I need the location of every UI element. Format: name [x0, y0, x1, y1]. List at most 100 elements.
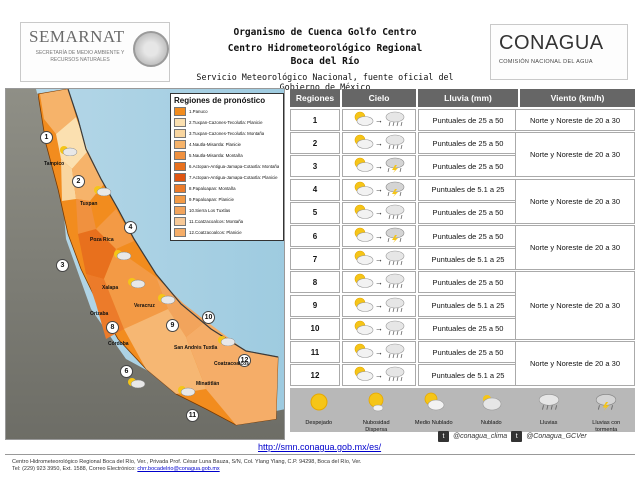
wind-forecast: Norte y Noreste de 20 a 30 — [515, 132, 635, 178]
sky-condition: → — [342, 341, 416, 363]
legend-item: 2.Tuxpan-Cazones-Tecolutla: Planicie — [174, 118, 280, 127]
icon-legend-item: Despejado — [295, 391, 343, 427]
region-number: 1 — [290, 109, 340, 131]
legend-swatch — [174, 217, 186, 226]
city-label-orizaba: Orizaba — [90, 311, 109, 317]
rain-amount: Puntuales de 25 a 50 — [418, 155, 518, 178]
city-label-xalapa: Xalapa — [102, 285, 119, 291]
map-weather-icon — [178, 386, 196, 396]
sun-cloud-icon — [352, 343, 374, 361]
rain-amount: Puntuales de 25 a 50 — [418, 225, 518, 247]
arrow-right-icon: → — [375, 277, 383, 287]
rain-icon — [384, 250, 406, 268]
rain-amount: Puntuales de 25 a 50 — [418, 132, 518, 155]
sun-cloud-icon — [352, 273, 374, 291]
wind-forecast: Norte y Noreste de 20 a 30 — [515, 271, 635, 340]
icon-legend-label: Medio Nublado — [414, 420, 453, 426]
legend-label: 2.Tuxpan-Cazones-Tecolutla: Planicie — [189, 120, 263, 125]
footer-address: Centro Hidrometeorológico Regional Boca … — [12, 459, 362, 465]
legend-item: 4.Nautla-Misantla: Planicie — [174, 140, 280, 149]
title-smn: Servicio Meteorológico Nacional, fuente … — [196, 72, 454, 92]
sun-cloud-icon — [352, 181, 374, 199]
sky-condition: → — [342, 271, 416, 294]
table-row: 10 → Puntuales de 25 a 50 — [290, 317, 518, 340]
legend-item: 3.Tuxpan-Cazones-Tecolutla: Montaña — [174, 129, 280, 138]
arrow-right-icon: → — [375, 347, 383, 357]
rain-amount: Puntuales de 5.1 a 25 — [418, 294, 518, 317]
semarnat-name: SEMARNAT — [29, 27, 125, 46]
legend-label: 5.Nautla-Misantla: Montaña — [189, 153, 243, 158]
region-number: 11 — [290, 341, 340, 363]
icon-legend-item: Medio Nublado — [410, 391, 458, 427]
region-marker-4: 4 — [124, 221, 137, 234]
sun-cloud-icon — [352, 227, 374, 245]
arrow-right-icon: → — [375, 138, 383, 148]
region-number: 2 — [290, 132, 340, 155]
region-number: 3 — [290, 155, 340, 178]
wind-forecast: Norte y Noreste de 20 a 30 — [515, 225, 635, 271]
rain-amount: Puntuales de 25 a 50 — [418, 317, 518, 340]
region-marker-10: 10 — [202, 311, 215, 324]
legend-label: 9.Papaloapan: Planicie — [189, 197, 234, 202]
legend-label: 3.Tuxpan-Cazones-Tecolutla: Montaña — [189, 131, 265, 136]
forecast-table: Regiones Cielo Lluvia (mm) Viento (km/h)… — [290, 89, 635, 387]
rain-icon — [384, 204, 406, 222]
legend-label: 4.Nautla-Misantla: Planicie — [189, 142, 241, 147]
twitter-handle-gcver[interactable]: @Conagua_GCVer — [526, 433, 587, 440]
rain-icon — [384, 111, 406, 129]
region-marker-3: 3 — [56, 259, 69, 272]
region-marker-6: 6 — [120, 365, 133, 378]
map-weather-icon — [60, 146, 78, 156]
city-label-san-andres-tuxtla: San Andrés Tuxtla — [174, 345, 218, 351]
title-boca-del-rio: Boca del Río — [290, 56, 360, 67]
region-6-shape — [78, 229, 116, 279]
table-row: 4 → Puntuales de 5.1 a 25 — [290, 178, 518, 201]
cloud-icon — [479, 391, 503, 418]
rain-icon — [384, 297, 406, 315]
footer-email-link[interactable]: chrr.bocadelrio@conagua.gob.mx — [137, 466, 220, 472]
sky-condition: → — [342, 225, 416, 247]
region-1-shape — [40, 89, 76, 134]
legend-swatch — [174, 184, 186, 193]
legend-item: 9.Papaloapan: Planicie — [174, 195, 280, 204]
icon-legend-label: Lluvias — [540, 420, 558, 426]
arrow-right-icon: → — [375, 370, 383, 380]
legend-swatch — [174, 151, 186, 160]
rain-amount: Puntuales de 5.1 a 25 — [418, 364, 518, 387]
twitter-handle-clima[interactable]: @conagua_clima — [453, 433, 508, 440]
region-2-shape — [56, 117, 88, 169]
sun-cloud-icon — [352, 157, 374, 175]
social-handles: t @conagua_clima t @Conagua_GCVer — [438, 431, 587, 442]
legend-label: 8.Papaloapan: Montaña — [189, 186, 236, 191]
region-number: 8 — [290, 271, 340, 294]
region-number: 9 — [290, 294, 340, 317]
icon-legend-label: Nublado — [480, 420, 502, 426]
regions-map: Regiones de pronóstico 1.Panuco 2.Tuxpan-… — [5, 88, 285, 440]
map-weather-icon — [94, 186, 112, 196]
region-marker-9: 9 — [166, 319, 179, 332]
map-weather-icon — [218, 336, 236, 346]
region-12-shape — [186, 321, 278, 425]
sky-condition: → — [342, 294, 416, 317]
legend-swatch — [174, 206, 186, 215]
header-cielo: Cielo — [342, 89, 416, 107]
smn-link[interactable]: http://smn.conagua.gob.mx/es/ — [258, 442, 382, 452]
partly-cloudy-icon — [422, 391, 446, 418]
region-7-shape — [96, 209, 134, 249]
legend-item: 10.Sierra Los Tuxtlas — [174, 206, 280, 215]
sky-condition: → — [342, 109, 416, 131]
legend-label: 6.Actopan-Antigua-Jamapa-Cotaxtla: Monta… — [189, 164, 280, 169]
legend-label: 12.Coatzacoalcos: Planicie — [189, 230, 242, 235]
sky-condition: → — [342, 201, 416, 224]
table-row: 11 → Puntuales de 25 a 50 — [290, 341, 518, 363]
rain-icon — [384, 134, 406, 152]
region-10-shape — [156, 277, 206, 337]
wind-forecast: Norte y Noreste de 20 a 30 — [515, 341, 635, 387]
sky-condition: → — [342, 178, 416, 201]
rain-amount: Puntuales de 5.1 a 25 — [418, 178, 518, 201]
semarnat-subtitle: Secretaría de Medio Ambiente y Recursos … — [35, 50, 125, 63]
icon-legend-item: Nublado — [467, 391, 515, 427]
arrow-right-icon: → — [375, 324, 383, 334]
legend-item: 7.Actopan-Antigua-Jamapa-Cotaxtla: Plani… — [174, 173, 280, 182]
table-row: 2 → Puntuales de 25 a 50 — [290, 132, 518, 155]
